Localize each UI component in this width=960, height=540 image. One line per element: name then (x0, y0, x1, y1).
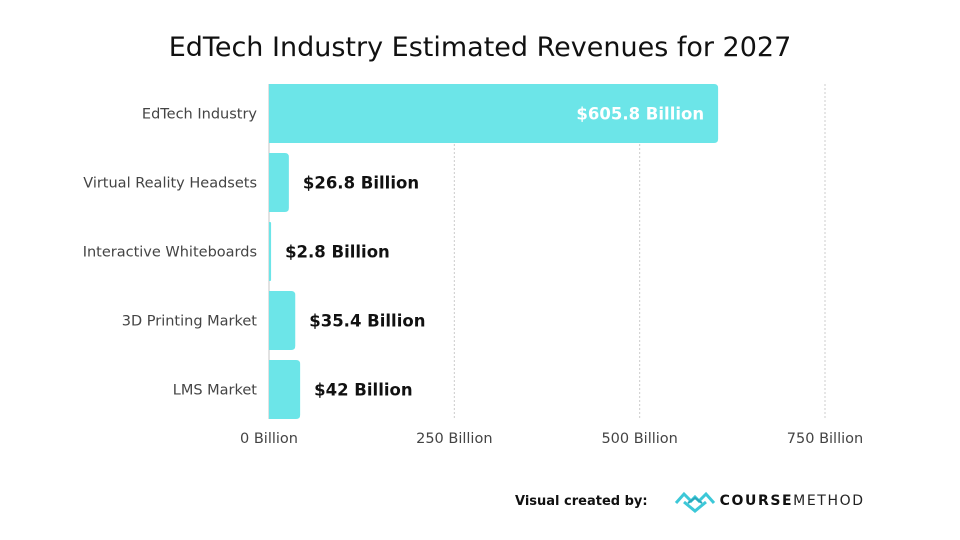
data-label: $42 Billion (314, 381, 412, 400)
category-label: Interactive Whiteboards (83, 245, 257, 261)
footer: Visual created by: COURSE METHOD (515, 489, 865, 513)
x-tick-label: 750 Billion (787, 431, 863, 447)
category-label: Virtual Reality Headsets (83, 176, 257, 192)
coursemethod-logo[interactable]: COURSE METHOD (674, 489, 865, 513)
x-tick-label: 250 Billion (416, 431, 492, 447)
data-label: $35.4 Billion (309, 312, 425, 331)
bar (269, 360, 301, 419)
x-tick-label: 0 Billion (240, 431, 298, 447)
coursemethod-logo-icon (674, 491, 715, 513)
bar (269, 291, 296, 350)
bar-layer (269, 84, 719, 419)
data-label: $26.8 Billion (303, 174, 419, 193)
data-label: $605.8 Billion (576, 105, 704, 124)
category-label: LMS Market (173, 383, 258, 399)
brand-name-bold: COURSE (719, 493, 794, 509)
bar (269, 84, 719, 143)
x-axis-ticks: 0 Billion 250 Billion 500 Billion 750 Billi… (240, 431, 863, 447)
data-labels: $605.8 Billion $26.8 Billion $2.8 Billion $… (285, 105, 704, 400)
bar (269, 222, 272, 281)
x-tick-label: 500 Billion (601, 431, 677, 447)
category-label: 3D Printing Market (122, 314, 258, 330)
category-label: EdTech Industry (142, 107, 258, 123)
category-labels: EdTech Industry Virtual Reality Headsets I… (83, 107, 258, 399)
credit-label: Visual created by: (515, 493, 648, 509)
chart-title: EdTech Industry Estimated Revenues for 2… (169, 32, 792, 63)
data-label: $2.8 Billion (285, 243, 390, 262)
brand-name-light: METHOD (793, 493, 865, 509)
bar (269, 153, 289, 212)
